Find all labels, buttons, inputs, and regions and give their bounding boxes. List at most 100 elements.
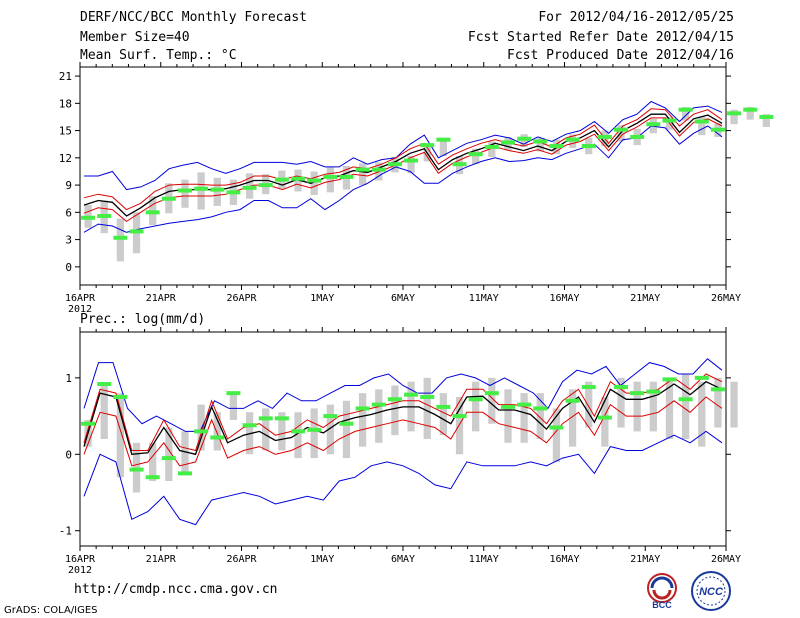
- prec-spread-box: [262, 408, 270, 451]
- prec-spread-box: [714, 377, 722, 428]
- prec-spread-box: [342, 400, 351, 459]
- prec-spread-box: [520, 393, 528, 443]
- prec-xtick-label: 26MAY: [711, 554, 741, 565]
- bcc-logo-text: BCC: [652, 600, 672, 610]
- temp-xtick-label: 26APR: [226, 293, 257, 304]
- temp-series-upper: [83, 108, 723, 211]
- member-size: Member Size=40: [80, 30, 190, 45]
- temp-spread-box: [762, 114, 771, 127]
- temp-series-lower: [83, 117, 723, 223]
- prec-xtick-year: 2012: [68, 565, 92, 576]
- prec-spread-box: [326, 404, 334, 455]
- temp-spread-box: [181, 179, 189, 208]
- variable-label-prec: Prec.: log(mm/d): [80, 312, 205, 327]
- prec-spread-box: [423, 377, 431, 439]
- bcc-logo: BCC: [647, 573, 677, 610]
- prec-spread-box: [455, 396, 464, 455]
- temp-spread-box: [698, 116, 706, 136]
- temp-ytick-label: 12: [59, 152, 72, 165]
- prec-spread-box: [294, 412, 302, 459]
- prec-xtick-label: 21APR: [146, 554, 177, 565]
- prec-spread-box: [229, 393, 238, 420]
- prec-spread-box: [391, 385, 399, 436]
- temp-xtick-label: 21APR: [146, 293, 177, 304]
- prec-plot-frame: [79, 331, 727, 547]
- prec-spread-box: [568, 389, 577, 447]
- forecast-produced-date: Fcst Produced Date 2012/04/16: [507, 48, 734, 63]
- prec-spread-box: [358, 393, 367, 447]
- temp-spread-box: [746, 106, 754, 120]
- ncc-logo-text: NCC: [699, 586, 724, 598]
- prec-spread-box: [472, 381, 480, 432]
- forecast-start-date: Fcst Started Refer Date 2012/04/15: [467, 30, 734, 45]
- temp-ytick-label: 9: [65, 179, 72, 192]
- temp-spread-box: [681, 106, 690, 121]
- temp-xtick-label: 16MAY: [549, 293, 579, 304]
- temp-ytick-label: 6: [65, 206, 72, 219]
- prec-spread-box: [552, 408, 561, 462]
- prec-spread-box: [488, 377, 496, 424]
- prec-spread-box: [310, 408, 318, 459]
- temp-spread-box: [326, 166, 334, 193]
- prec-xtick-label: 11MAY: [469, 554, 499, 565]
- prec-spread-box: [439, 393, 448, 436]
- forecast-period: For 2012/04/16-2012/05/25: [538, 10, 734, 25]
- temp-series-min: [83, 125, 723, 233]
- temp-spread-box: [310, 171, 318, 196]
- temp-ytick-label: 0: [65, 261, 72, 274]
- prec-spread-box: [649, 381, 657, 432]
- prec-ytick-label: 1: [65, 372, 72, 385]
- prec-spread-box: [698, 381, 706, 447]
- prec-ytick-label: -1: [59, 525, 72, 538]
- temp-xtick-label: 6MAY: [391, 293, 415, 304]
- prec-spread-box: [536, 393, 544, 439]
- prec-xtick-label: 16MAY: [549, 554, 579, 565]
- temp-xtick-label: 1MAY: [310, 293, 334, 304]
- prec-series-lower: [83, 396, 723, 467]
- prec-series-min: [83, 430, 723, 526]
- temp-ytick-label: 21: [59, 70, 72, 83]
- prec-series-mean: [83, 380, 723, 456]
- source-url[interactable]: http://cmdp.ncc.cma.gov.cn: [74, 582, 278, 597]
- prec-spread-box: [100, 385, 108, 439]
- prec-xtick-label: 21MAY: [630, 554, 660, 565]
- temp-xtick-year: 2012: [68, 304, 92, 315]
- prec-ytick-label: 0: [65, 448, 72, 461]
- temp-spread-box: [730, 109, 738, 125]
- temp-xtick-label: 16APR: [65, 293, 96, 304]
- chart-title: DERF/NCC/BCC Monthly Forecast: [80, 10, 307, 25]
- temp-spread-box: [488, 141, 496, 157]
- temp-xtick-label: 11MAY: [469, 293, 499, 304]
- temp-ytick-label: 3: [65, 234, 72, 247]
- prec-spread-box: [116, 393, 125, 478]
- prec-spread-box: [197, 404, 205, 451]
- temp-spread-box: [213, 177, 221, 206]
- temp-spread-box: [407, 156, 415, 174]
- temp-plot-frame: [79, 66, 727, 286]
- prec-xtick-label: 16APR: [65, 554, 96, 565]
- prec-spread-box: [375, 389, 383, 443]
- temp-ytick-label: 15: [59, 125, 72, 138]
- prec-spread-box: [278, 412, 286, 451]
- prec-spread-box: [165, 427, 173, 482]
- prec-spread-box: [585, 381, 593, 428]
- prec-spread-box: [617, 377, 625, 428]
- temp-spread-box: [439, 137, 448, 157]
- prec-spread-box: [213, 412, 221, 451]
- prec-spread-box: [730, 381, 738, 428]
- prec-spread-box: [681, 374, 690, 439]
- grads-credit: GrADS: COLA/IGES: [4, 605, 98, 616]
- prec-xtick-label: 26APR: [226, 554, 257, 565]
- prec-spread-box: [149, 442, 157, 482]
- temp-spread-box: [197, 172, 205, 210]
- prec-xtick-label: 6MAY: [391, 554, 415, 565]
- temp-xtick-label: 21MAY: [630, 293, 660, 304]
- prec-spread-box: [601, 396, 609, 447]
- prec-spread-box: [665, 377, 674, 439]
- temp-panel: 0 3 6 9 12 15 18 21 16APR 21APR 26APR 1MAY 6MAY 11MAY…: [59, 62, 774, 315]
- prec-spread-box: [504, 389, 512, 443]
- prec-xtick-label: 1MAY: [310, 554, 334, 565]
- ncc-logo: NCC: [691, 571, 731, 611]
- prec-series-max: [83, 358, 723, 432]
